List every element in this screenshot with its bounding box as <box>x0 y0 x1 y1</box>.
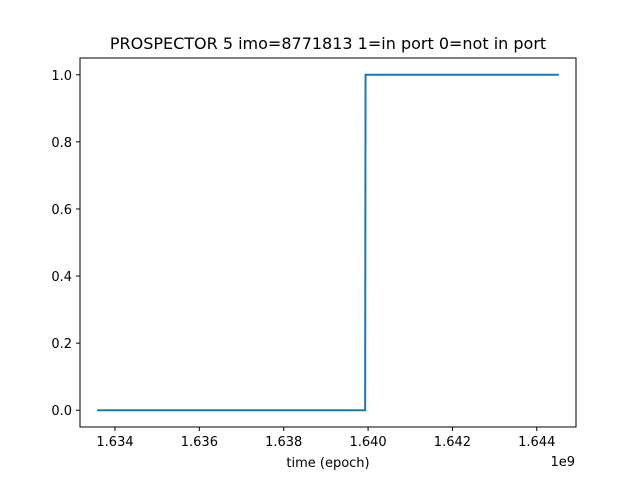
x-tick-label: 1.634 <box>96 435 133 450</box>
x-tick-label: 1.642 <box>434 435 471 450</box>
y-tick-label: 0.8 <box>51 136 72 151</box>
plot-area <box>80 58 576 427</box>
plot-frame <box>79 57 577 428</box>
y-tick-label: 0.0 <box>51 404 72 419</box>
x-tick-label: 1.640 <box>349 435 386 450</box>
chart-title: PROSPECTOR 5 imo=8771813 1=in port 0=not… <box>110 34 546 53</box>
y-axis: 0.0 0.2 0.4 0.6 0.8 1.0 <box>51 69 80 419</box>
x-axis: 1.634 1.636 1.638 1.640 1.642 1.644 <box>96 427 555 450</box>
y-tick-label: 0.2 <box>51 337 72 352</box>
series-line <box>97 73 559 412</box>
y-tick-label: 1.0 <box>51 69 72 84</box>
x-tick-label: 1.644 <box>518 435 555 450</box>
series-layer <box>97 73 559 412</box>
y-tick-label: 0.6 <box>51 203 72 218</box>
x-tick-label: 1.636 <box>181 435 218 450</box>
y-tick-label: 0.4 <box>51 270 72 285</box>
x-axis-label: time (epoch) <box>286 456 369 471</box>
x-tick-label: 1.638 <box>265 435 302 450</box>
x-axis-offset-label: 1e9 <box>550 455 575 470</box>
